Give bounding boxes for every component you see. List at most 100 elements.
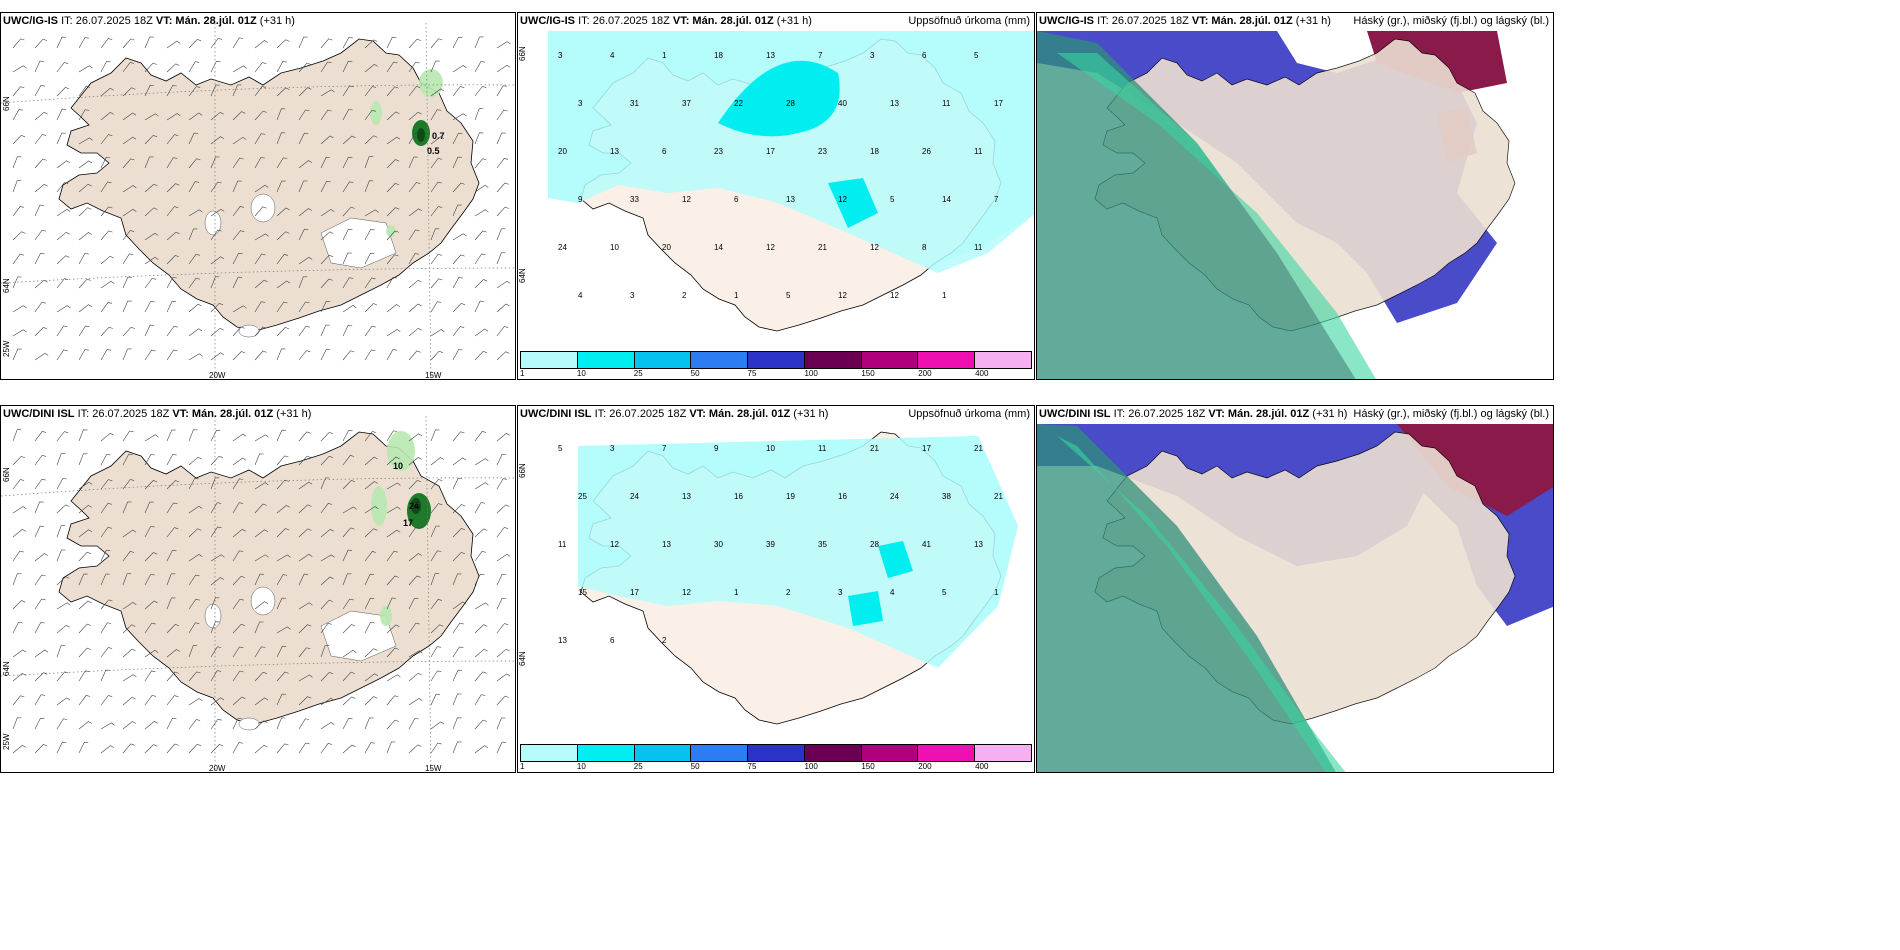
wind-barb (452, 457, 467, 466)
precip-value-label: 38 (942, 492, 951, 501)
wind-barb (342, 696, 356, 706)
colorbar-swatch (691, 352, 749, 368)
wind-barb (232, 252, 243, 265)
wind-barb (320, 135, 334, 145)
precip-value-label: 24 (558, 243, 567, 252)
valid-time: Mán. 28.júl. 01Z (1211, 15, 1293, 27)
wind-barb (496, 41, 511, 49)
wind-barb (496, 280, 511, 289)
wind-barb (12, 506, 27, 514)
wind-barb (386, 61, 398, 73)
precip-value-label: 26 (922, 147, 931, 156)
wind-barb (144, 207, 158, 217)
colorbar-label: 400 (975, 762, 989, 771)
wind-barb (34, 672, 48, 682)
wind-barb (430, 550, 442, 562)
wind-barb (100, 669, 110, 682)
wind-barb (166, 549, 177, 562)
wind-barb (408, 303, 422, 313)
wind-barb (298, 208, 312, 217)
wind-barb (386, 529, 401, 538)
wind-barb (144, 232, 159, 241)
wind-barb (320, 671, 334, 682)
wind-barb (474, 36, 484, 49)
wind-barb (56, 208, 71, 217)
wind-barb (496, 573, 507, 586)
wind-barb (408, 622, 420, 634)
high-cloud-area (1037, 31, 1356, 379)
wind-barb (12, 86, 25, 97)
wind-barb (232, 623, 246, 634)
wind-barb (166, 429, 176, 442)
iceland-landmass (58, 38, 480, 332)
value-label: 0.7 (432, 131, 445, 141)
wind-barb (342, 480, 356, 490)
wind-barb (56, 108, 67, 121)
wind-barb (210, 744, 224, 754)
precip-value-label: 6 (662, 147, 667, 156)
wind-barb (34, 553, 48, 562)
precip-value-label: 3 (558, 51, 563, 60)
wind-barb (144, 574, 155, 586)
wind-barb (254, 110, 267, 121)
precip-value-label: 3 (578, 99, 583, 108)
wind-barb (144, 62, 157, 73)
wind-barb (496, 741, 507, 754)
init-time: IT: 26.07.2025 18Z (61, 15, 153, 27)
wind-barb (364, 349, 376, 361)
wind-barb (122, 185, 137, 193)
wind-barb (474, 602, 489, 610)
wind-barb (56, 231, 70, 241)
wind-barb (342, 228, 353, 241)
wind-barb (364, 135, 378, 145)
panel-header: UWC/IG-IS IT: 26.07.2025 18Z VT: Mán. 28… (520, 15, 1030, 27)
wind-barb (122, 326, 136, 337)
wind-barb (276, 717, 286, 730)
wind-barb (188, 228, 198, 241)
valid-time: Mán. 28.júl. 01Z (1227, 408, 1310, 420)
precip-value-label: 18 (714, 51, 723, 60)
model-name: UWC/DINI ISL (520, 408, 592, 420)
wind-barb (430, 525, 440, 538)
wind-barb (34, 744, 48, 754)
precip-value-label: 35 (818, 540, 827, 549)
wind-barb (276, 61, 287, 73)
wind-barb (408, 156, 418, 169)
colorbar-swatch (521, 745, 578, 761)
wind-barb (452, 113, 467, 121)
lat-label-64n: 64N (518, 651, 527, 666)
wind-barb (496, 648, 510, 658)
wind-barb (342, 350, 355, 361)
wind-barb (254, 671, 268, 682)
wind-barb (232, 742, 243, 754)
wind-barb (298, 228, 309, 241)
wind-barb (78, 551, 92, 562)
wind-barb (496, 303, 510, 313)
wind-barb (496, 158, 509, 169)
wind-barb (166, 573, 176, 586)
wind-barb (78, 183, 92, 193)
wind-barb (210, 697, 225, 706)
lat-label-66n: 66N (2, 96, 11, 111)
wind-barb (78, 429, 88, 442)
wind-barb (276, 574, 288, 586)
wind-barb (34, 352, 49, 361)
wind-barb (254, 601, 269, 610)
wind-barb (166, 717, 177, 730)
wind-barb (210, 718, 222, 730)
wind-barb (474, 253, 486, 265)
wind-barb (452, 156, 462, 169)
precip-value-label: 21 (974, 444, 983, 453)
wind-barb (34, 85, 45, 97)
wind-barb (320, 38, 333, 49)
precip-value-label: 7 (662, 444, 667, 453)
wind-barb (320, 156, 331, 169)
wind-barb (144, 480, 158, 490)
precip-value-label: 12 (890, 291, 899, 300)
wind-barb (210, 276, 220, 289)
init-time: IT: 26.07.2025 18Z (1113, 408, 1206, 420)
wind-barb (100, 722, 115, 730)
cloud-map (1037, 424, 1553, 772)
precip-value-label: 11 (974, 243, 983, 252)
wind-barb (364, 573, 375, 586)
